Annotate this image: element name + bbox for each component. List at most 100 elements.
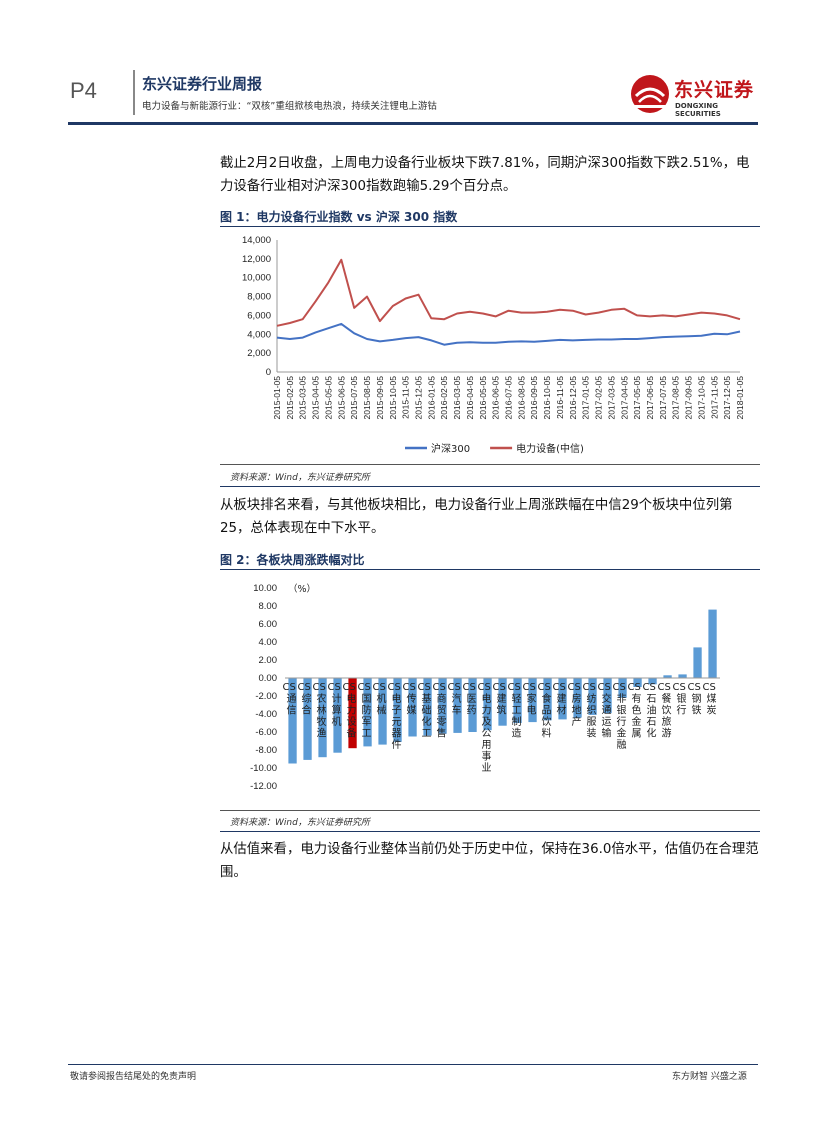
sector-bar (408, 678, 417, 737)
x-tick-label: 2017-10-05 (696, 376, 706, 420)
category-label: CS 综合 (298, 682, 312, 717)
x-tick-label: 2016-11-05 (555, 376, 565, 419)
sector-bar-chart: （%） 10.00 8.00 6.00 4.00 2.00 0.00 -2.00 -4.00 -6… (250, 583, 720, 792)
sector-bar (288, 678, 297, 764)
category-label: CS 钢铁 (688, 682, 702, 717)
x-tick-label: 2017-01-05 (581, 376, 591, 420)
header-rule (68, 122, 758, 125)
series-line (276, 258, 741, 327)
category-label: CS 银行 (673, 682, 687, 717)
sector-bar (318, 678, 327, 758)
y-tick-label: 2.00 (259, 655, 278, 666)
x-tick-label: 2017-11-05 (709, 376, 719, 419)
category-label: CS 餐饮旅游 (658, 682, 672, 740)
sector-bar (633, 678, 642, 687)
figure2-bottom-rule (220, 810, 760, 811)
x-tick-label: 2017-09-05 (684, 376, 694, 420)
header-divider (133, 70, 135, 115)
category-label: CS 农林牧渔 (313, 682, 327, 740)
x-tick-label: 2015-10-05 (388, 376, 398, 420)
figure2-end-rule (220, 831, 760, 832)
y-tick-label: 10,000 (242, 273, 271, 284)
figure1-title: 图 1：电力设备行业指数 vs 沪深 300 指数 (220, 210, 458, 224)
y-tick-label: 12,000 (242, 254, 271, 265)
category-label: CS 医药 (463, 682, 477, 717)
x-tick-label: 2016-02-05 (439, 376, 449, 420)
x-tick-label: 2016-01-05 (426, 376, 436, 420)
figure1-end-rule (220, 486, 760, 487)
sector-bar (528, 678, 537, 723)
x-tick-label: 2015-06-05 (336, 376, 346, 420)
x-tick-label: 2016-09-05 (529, 376, 539, 420)
x-tick-label: 2017-08-05 (671, 376, 681, 420)
paragraph-sector-ranking: 从板块排名来看，与其他板块相比，电力设备行业上周涨跌幅在中信29个板块中位列第2… (220, 498, 733, 536)
x-tick-label: 2017-12-05 (722, 376, 732, 420)
category-label: CS 电力及公用事业 (478, 682, 492, 774)
x-tick-label: 2015-08-05 (362, 376, 372, 420)
x-tick-label: 2018-01-05 (735, 376, 745, 420)
category-label: CS 基础化工 (418, 682, 432, 740)
y-tick-label: 14,000 (242, 235, 271, 246)
index-line-chart: 14,00012,00010,0008,0006,0004,0002,00002… (242, 235, 745, 455)
paragraph-weekly-performance: 截止2月2日收盘，上周电力设备行业板块下跌7.81%，同期沪深300指数下跌2.… (220, 156, 750, 194)
figure1-bottom-rule (220, 464, 760, 465)
category-label: CS 石油石化 (643, 682, 657, 740)
sector-bar (393, 678, 402, 742)
category-label: CS 交通运输 (598, 682, 612, 740)
category-label: CS 机械 (373, 682, 387, 717)
sector-bar (438, 678, 447, 734)
category-label: CS 传媒 (403, 682, 417, 717)
y-tick-label: -10.00 (250, 763, 277, 774)
sector-bar (573, 678, 582, 718)
logo-mark-icon (631, 75, 669, 113)
sector-bar (558, 678, 567, 720)
x-tick-label: 2016-06-05 (491, 376, 501, 420)
sector-bar (603, 678, 612, 714)
x-tick-label: 2016-04-05 (465, 376, 475, 420)
figure1-top-rule (220, 226, 760, 227)
x-tick-label: 2016-05-05 (478, 376, 488, 420)
y-tick-label: 8.00 (259, 601, 278, 612)
y-tick-label: 0.00 (259, 673, 278, 684)
sector-bar (498, 678, 507, 726)
x-tick-label: 2015-02-05 (285, 376, 295, 420)
page-number: P4 (70, 78, 97, 103)
sector-bar (663, 675, 672, 678)
y-tick-label: -2.00 (255, 691, 277, 702)
sector-bar (678, 674, 687, 678)
x-tick-label: 2015-11-05 (401, 376, 411, 419)
footer-disclaimer: 敬请参阅报告结尾处的免责声明 (70, 1072, 197, 1082)
series-line (276, 322, 741, 346)
sector-bar (648, 678, 657, 685)
y-tick-label: 4,000 (247, 329, 271, 340)
legend-label: 电力设备(中信) (516, 442, 584, 455)
category-label: CS 有色金属 (628, 682, 642, 740)
y-tick-label: -6.00 (255, 727, 277, 738)
y-tick-label: -8.00 (255, 745, 277, 756)
x-tick-label: 2017-03-05 (606, 376, 616, 420)
category-label: CS 非银行金融 (613, 682, 627, 751)
sector-bar (588, 678, 597, 715)
sector-bar (363, 678, 372, 747)
category-label: CS 国防军工 (358, 682, 372, 740)
y-tick-label: 6.00 (259, 619, 278, 630)
sector-bar (378, 678, 387, 745)
figure2-title: 图 2：各板块周涨跌幅对比 (220, 553, 365, 567)
x-tick-label: 2015-09-05 (375, 376, 385, 420)
sector-bar (543, 678, 552, 721)
category-label: CS 家电 (523, 682, 537, 717)
logo-text: 东兴证券 (674, 79, 755, 101)
x-tick-label: 2017-04-05 (619, 376, 629, 420)
x-tick-label: 2017-06-05 (645, 376, 655, 420)
footer-rule (68, 1064, 758, 1065)
category-label: CS 房地产 (568, 682, 582, 728)
x-tick-label: 2015-05-05 (323, 376, 333, 420)
x-tick-label: 2017-07-05 (658, 376, 668, 420)
footer-slogan: 东方财智 兴盛之源 (672, 1072, 747, 1082)
category-label: CS 轻工制造 (508, 682, 522, 740)
x-tick-label: 2017-05-05 (632, 376, 642, 420)
legend-label: 沪深300 (431, 442, 470, 455)
category-label: CS 汽车 (448, 682, 462, 717)
report-title: 东兴证券行业周报 (142, 75, 263, 93)
x-tick-label: 2015-03-05 (298, 376, 308, 420)
